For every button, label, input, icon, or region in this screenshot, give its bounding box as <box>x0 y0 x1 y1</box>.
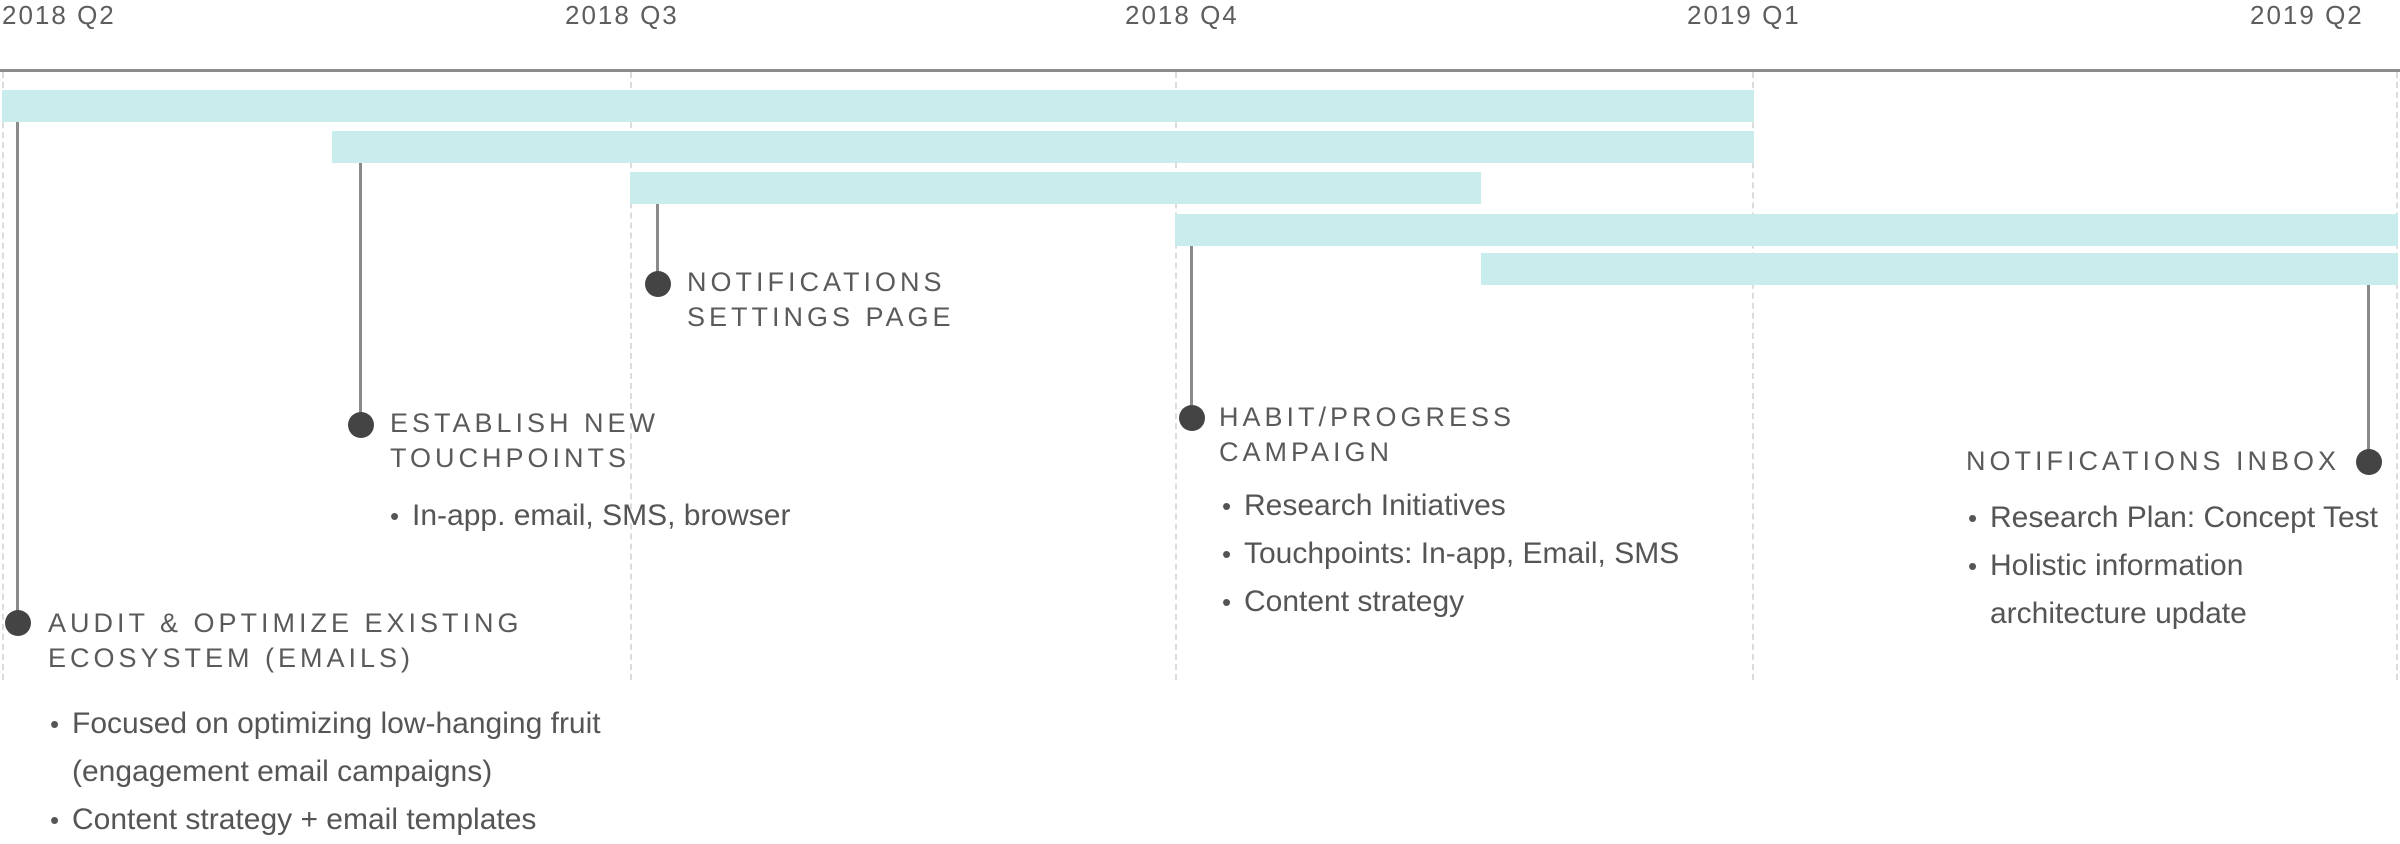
milestone-bullets-touchpoints: In-app. email, SMS, browser <box>390 492 790 540</box>
milestone-title-line: SETTINGS PAGE <box>687 302 955 332</box>
milestone-bullets-inbox: Research Plan: Concept Test Holistic inf… <box>1968 494 2378 638</box>
milestone-title-line: HABIT/PROGRESS <box>1219 402 1516 432</box>
quarter-label-2018-q2: 2018 Q2 <box>2 0 116 30</box>
list-item: Research Initiatives <box>1222 482 1679 530</box>
milestone-stem-settings <box>656 204 659 284</box>
bullet-text: Research Initiatives <box>1244 489 1506 522</box>
list-item: Research Plan: Concept Test <box>1968 494 2378 542</box>
quarter-gridline <box>2 72 4 680</box>
milestone-stem-touchpoints <box>359 163 362 425</box>
milestone-stem-audit <box>16 122 19 622</box>
list-item: In-app. email, SMS, browser <box>390 492 790 540</box>
milestone-bullets-habit: Research Initiatives Touchpoints: In-app… <box>1222 482 1679 626</box>
timeline-axis <box>0 69 2400 72</box>
bullet-text: Focused on optimizing low-hanging fruit <box>72 707 601 740</box>
milestone-title-settings: NOTIFICATIONS SETTINGS PAGE <box>687 265 955 335</box>
milestone-stem-inbox <box>2367 285 2370 462</box>
milestone-dot-audit <box>5 610 31 636</box>
milestone-title-line: ECOSYSTEM (EMAILS) <box>48 643 415 673</box>
gantt-bar-touchpoints <box>332 131 1754 163</box>
quarter-label-2019-q1: 2019 Q1 <box>1687 0 1801 30</box>
gantt-bar-habit <box>1175 214 2398 246</box>
gantt-bar-inbox <box>1481 253 2398 285</box>
bullet-text: Holistic information <box>1990 549 2244 582</box>
quarter-gridline <box>1752 72 1754 680</box>
quarter-label-2018-q4: 2018 Q4 <box>1125 0 1239 30</box>
quarter-gridline <box>1175 72 1177 680</box>
milestone-title-line: NOTIFICATIONS INBOX <box>1965 446 2340 476</box>
bullet-text: Research Plan: Concept Test <box>1990 501 2378 534</box>
gantt-bar-settings <box>630 172 1481 204</box>
bullet-text: Content strategy + email templates <box>72 803 537 836</box>
milestone-dot-inbox <box>2356 449 2382 475</box>
milestone-dot-habit <box>1179 405 1205 431</box>
milestone-title-line: AUDIT & OPTIMIZE EXISTING <box>48 608 523 638</box>
milestone-dot-touchpoints <box>348 412 374 438</box>
bullet-text: Touchpoints: In-app, Email, SMS <box>1244 537 1680 570</box>
quarter-label-2019-q2: 2019 Q2 <box>2250 0 2364 30</box>
bullet-text-continued: architecture update <box>1990 597 2247 630</box>
milestone-title-line: CAMPAIGN <box>1219 437 1394 467</box>
gantt-bar-audit <box>2 90 1754 122</box>
milestone-title-touchpoints: ESTABLISH NEW TOUCHPOINTS <box>390 406 659 476</box>
list-item: Focused on optimizing low-hanging fruit … <box>50 700 601 796</box>
bullet-text-continued: (engagement email campaigns) <box>72 755 493 788</box>
milestone-title-audit: AUDIT & OPTIMIZE EXISTING ECOSYSTEM (EMA… <box>48 606 523 676</box>
milestone-title-line: NOTIFICATIONS <box>687 267 946 297</box>
quarter-label-2018-q3: 2018 Q3 <box>565 0 679 30</box>
quarter-gridline <box>630 72 632 680</box>
list-item: Holistic information architecture update <box>1968 542 2378 638</box>
milestone-bullets-audit: Focused on optimizing low-hanging fruit … <box>50 700 601 844</box>
list-item: Touchpoints: In-app, Email, SMS <box>1222 530 1679 578</box>
quarter-gridline <box>2396 72 2398 680</box>
milestone-title-habit: HABIT/PROGRESS CAMPAIGN <box>1219 400 1515 470</box>
milestone-title-inbox: NOTIFICATIONS INBOX <box>1966 444 2340 479</box>
milestone-title-line: TOUCHPOINTS <box>390 443 631 473</box>
milestone-title-line: ESTABLISH NEW <box>390 408 660 438</box>
milestone-stem-habit <box>1190 246 1193 418</box>
bullet-text: Content strategy <box>1244 585 1465 618</box>
list-item: Content strategy + email templates <box>50 796 601 844</box>
list-item: Content strategy <box>1222 578 1679 626</box>
milestone-dot-settings <box>645 271 671 297</box>
bullet-text: In-app. email, SMS, browser <box>412 499 791 532</box>
